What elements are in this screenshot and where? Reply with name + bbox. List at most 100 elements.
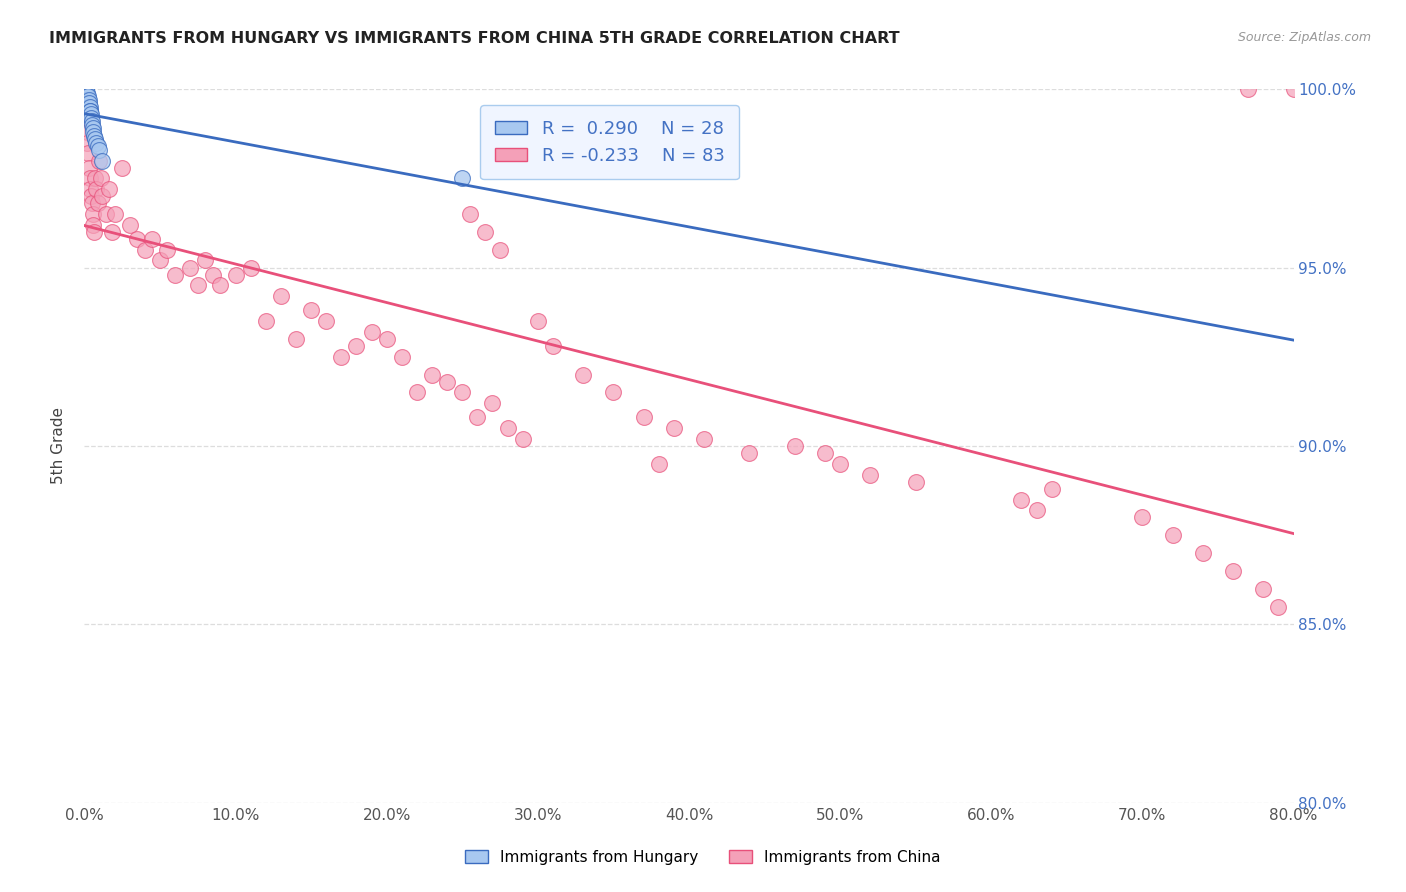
Point: [859, 467, 882, 482]
Point: [209, 278, 232, 293]
Point: [648, 457, 671, 471]
Point: [111, 161, 134, 175]
Point: [360, 325, 382, 339]
Point: [194, 253, 217, 268]
Point: [270, 289, 292, 303]
Point: [451, 171, 474, 186]
Point: [662, 421, 685, 435]
Point: [75, 82, 97, 96]
Point: [80, 196, 103, 211]
Point: [86, 182, 108, 196]
Legend: R =  0.290    N = 28, R = -0.233    N = 83: R = 0.290 N = 28, R = -0.233 N = 83: [481, 105, 740, 179]
Text: Source: ZipAtlas.com: Source: ZipAtlas.com: [1237, 31, 1371, 45]
Point: [1253, 582, 1275, 596]
Point: [77, 161, 100, 175]
Point: [76, 89, 98, 103]
Point: [391, 350, 413, 364]
Point: [79, 171, 101, 186]
Point: [512, 432, 534, 446]
Point: [165, 268, 187, 282]
Point: [82, 207, 104, 221]
Point: [80, 111, 103, 125]
Point: [693, 432, 716, 446]
Point: [187, 278, 209, 293]
Point: [1161, 528, 1184, 542]
Point: [87, 139, 110, 153]
Point: [436, 375, 458, 389]
Point: [87, 196, 110, 211]
Point: [239, 260, 262, 275]
Point: [141, 232, 163, 246]
Legend: Immigrants from Hungary, Immigrants from China: Immigrants from Hungary, Immigrants from…: [460, 844, 946, 871]
Point: [1132, 510, 1154, 524]
Point: [104, 207, 127, 221]
Y-axis label: 5th Grade: 5th Grade: [51, 408, 66, 484]
Point: [1011, 492, 1033, 507]
Point: [134, 243, 156, 257]
Point: [76, 86, 98, 100]
Point: [82, 125, 104, 139]
Point: [481, 396, 503, 410]
Point: [118, 218, 141, 232]
Point: [76, 125, 98, 139]
Point: [76, 93, 98, 107]
Point: [1222, 564, 1244, 578]
Point: [75, 86, 97, 100]
Point: [254, 314, 277, 328]
Point: [451, 385, 474, 400]
Point: [127, 232, 149, 246]
Point: [77, 96, 100, 111]
Point: [420, 368, 443, 382]
Point: [602, 385, 624, 400]
Point: [90, 171, 112, 186]
Point: [541, 339, 564, 353]
Point: [149, 253, 172, 268]
Point: [285, 332, 308, 346]
Point: [633, 410, 655, 425]
Point: [830, 457, 852, 471]
Point: [156, 243, 179, 257]
Point: [80, 118, 103, 132]
Point: [79, 103, 101, 118]
Point: [458, 207, 481, 221]
Point: [1192, 546, 1215, 560]
Point: [91, 189, 114, 203]
Point: [80, 107, 103, 121]
Point: [80, 189, 103, 203]
Point: [814, 446, 837, 460]
Point: [77, 93, 100, 107]
Point: [83, 225, 105, 239]
Point: [76, 136, 98, 150]
Point: [738, 446, 761, 460]
Point: [489, 243, 512, 257]
Point: [406, 385, 429, 400]
Point: [346, 339, 368, 353]
Point: [1025, 503, 1047, 517]
Point: [82, 121, 104, 136]
Point: [76, 89, 98, 103]
Point: [1282, 82, 1305, 96]
Point: [77, 100, 100, 114]
Point: [299, 303, 322, 318]
Point: [89, 153, 111, 168]
Point: [79, 182, 101, 196]
Point: [179, 260, 201, 275]
Point: [330, 350, 353, 364]
Point: [527, 314, 550, 328]
Point: [1237, 82, 1260, 96]
Point: [84, 132, 107, 146]
Point: [89, 143, 111, 157]
Point: [375, 332, 398, 346]
Point: [77, 96, 100, 111]
Point: [82, 218, 104, 232]
Point: [75, 82, 97, 96]
Point: [75, 89, 97, 103]
Point: [783, 439, 806, 453]
Point: [75, 111, 97, 125]
Point: [84, 171, 107, 186]
Point: [201, 268, 224, 282]
Point: [91, 153, 114, 168]
Point: [80, 114, 103, 128]
Text: IMMIGRANTS FROM HUNGARY VS IMMIGRANTS FROM CHINA 5TH GRADE CORRELATION CHART: IMMIGRANTS FROM HUNGARY VS IMMIGRANTS FR…: [49, 31, 900, 46]
Point: [79, 103, 101, 118]
